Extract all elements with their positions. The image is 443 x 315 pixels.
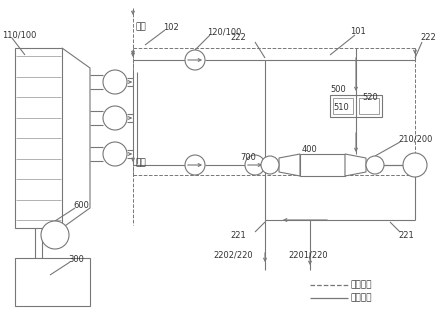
Text: 500: 500: [330, 85, 346, 94]
Text: 2202/220: 2202/220: [213, 250, 253, 260]
Text: 102: 102: [163, 22, 179, 32]
Circle shape: [366, 156, 384, 174]
Text: 400: 400: [302, 146, 318, 154]
Polygon shape: [345, 154, 366, 176]
Polygon shape: [62, 48, 90, 228]
Circle shape: [103, 142, 127, 166]
Text: 出液: 出液: [136, 158, 147, 167]
Circle shape: [41, 221, 69, 249]
Text: 101: 101: [350, 27, 366, 37]
Text: 2201/220: 2201/220: [288, 250, 328, 260]
Text: 210/200: 210/200: [398, 135, 432, 144]
Circle shape: [185, 50, 205, 70]
Circle shape: [103, 106, 127, 130]
Text: 110/100: 110/100: [2, 31, 36, 39]
Circle shape: [103, 70, 127, 94]
Text: 高压管路: 高压管路: [351, 294, 373, 302]
Text: 221: 221: [230, 231, 246, 239]
Text: 520: 520: [362, 94, 378, 102]
Bar: [300, 154, 345, 176]
Bar: [333, 98, 353, 114]
Bar: [15, 258, 90, 306]
Circle shape: [403, 153, 427, 177]
Polygon shape: [279, 154, 300, 176]
Text: 120/100: 120/100: [207, 27, 241, 37]
Text: 222: 222: [420, 33, 436, 43]
Text: 600: 600: [73, 201, 89, 209]
Text: 221: 221: [398, 231, 414, 239]
Bar: [330, 95, 382, 117]
Text: 222: 222: [230, 33, 246, 43]
Circle shape: [245, 155, 265, 175]
Text: 进液: 进液: [136, 22, 147, 31]
Circle shape: [185, 155, 205, 175]
Text: 低压管路: 低压管路: [351, 280, 373, 289]
Text: 510: 510: [333, 102, 349, 112]
Bar: [359, 98, 379, 114]
Circle shape: [261, 156, 279, 174]
Text: 300: 300: [68, 255, 84, 264]
Bar: [15, 48, 62, 228]
Text: 700: 700: [240, 153, 256, 163]
